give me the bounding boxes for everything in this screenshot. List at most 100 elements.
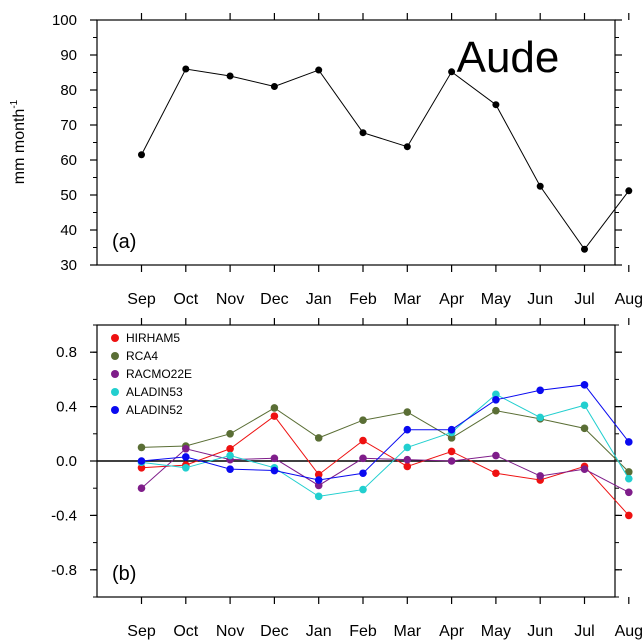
legend-label: ALADIN52: [126, 403, 183, 417]
legend-marker: [111, 352, 119, 360]
panel-b-series-4: [137, 381, 633, 484]
panel-b-data-point: [182, 464, 190, 472]
chart-title: Aude: [457, 33, 560, 82]
panel-b-ytick-label: -0.4: [51, 507, 77, 524]
panel-b-data-point: [492, 406, 500, 415]
panel-a-data-point: [448, 68, 456, 76]
panel-b-data-point: [359, 485, 367, 494]
panel-a-month-label: Apr: [439, 291, 465, 308]
panel-b-data-point: [314, 470, 323, 479]
panel-a-ytick-label: 30: [60, 257, 77, 274]
panel-a-ytick-label: 90: [60, 47, 77, 64]
panel-a-series-0: [138, 65, 633, 253]
panel-b-data-point: [403, 443, 412, 452]
panel-a-data-point: [581, 245, 588, 253]
legend-marker: [111, 388, 119, 396]
panel-b-data-point: [226, 444, 234, 453]
panel-b-series-3: [137, 390, 633, 501]
legend: HIRHAM5 RCA4 RACMO22E ALADIN53 ALADIN52: [111, 331, 192, 417]
panel-b-data-point: [580, 465, 589, 473]
panel-b-data-point: [226, 465, 234, 473]
panel-a-data-point: [138, 151, 145, 159]
panel-b-series-line: [141, 407, 630, 473]
panel-b-data-point: [403, 462, 412, 471]
panel-b-data-point: [625, 511, 633, 520]
panel-b-data-point: [403, 408, 412, 416]
panel-a-series-line: [141, 68, 630, 251]
panel-b-data-point: [536, 472, 544, 480]
panel-b-series-2: [137, 444, 633, 497]
panel-a-ytick-label: 40: [60, 222, 77, 239]
panel-a-month-label: Nov: [216, 291, 244, 308]
panel-b-month-label: Sep: [127, 623, 156, 640]
panel-b-data-point: [625, 488, 633, 497]
panel-a-data-point: [182, 65, 190, 73]
legend-label: ALADIN53: [126, 385, 183, 399]
panel-b-data-point: [270, 404, 279, 412]
panel-a-month-label: Jan: [306, 291, 332, 308]
panel-b-month-label: Mar: [394, 623, 422, 640]
panel-a-month-label: Sep: [127, 291, 156, 308]
panel-b-data-point: [226, 451, 234, 460]
panel-a-data-point: [492, 101, 500, 109]
panel-b-data-point: [226, 430, 234, 438]
panel-b-data-point: [625, 468, 633, 476]
panel-a-ytick-label: 100: [52, 12, 77, 29]
panel-a-month-label: Jul: [574, 291, 594, 308]
panel-a-month-label: Mar: [394, 291, 422, 308]
panel-b-ytick-label: 0.4: [56, 399, 77, 416]
panel-b-month-label: Jul: [574, 623, 594, 640]
panel-b-series-line: [141, 448, 630, 493]
panel-b-series-line: [141, 393, 630, 497]
panel-b-data-point: [314, 476, 323, 484]
panel-a-data-point: [359, 129, 367, 137]
panel-b-data-point: [536, 386, 544, 395]
panel-b-data-point: [492, 451, 500, 460]
panel-b-series-line: [141, 384, 630, 481]
panel-b-data-point: [580, 424, 589, 433]
panel-a-data-point: [403, 143, 411, 151]
panel-b-data-point: [492, 469, 500, 478]
panel-b-data-point: [359, 454, 367, 463]
panel-b-data-point: [447, 457, 456, 465]
panel-b-ytick-label: -0.8: [51, 562, 77, 579]
panel-a-month-label: Oct: [173, 291, 198, 308]
legend-marker: [111, 334, 119, 342]
panel-b-data-point: [580, 381, 589, 389]
panel-b-ytick-label: 0.8: [56, 344, 77, 361]
panel-b-month-label: May: [481, 623, 511, 640]
panel-a-ytick-label: 80: [60, 82, 77, 99]
panel-a-data-point: [315, 66, 323, 74]
y-axis-label-main: mm month: [11, 109, 28, 185]
panel-b-series-line: [141, 415, 630, 516]
y-axis-label: mm month-1: [9, 99, 28, 184]
legend-label: RCA4: [126, 349, 158, 363]
panel-b-label: (b): [112, 563, 136, 585]
legend-marker: [111, 406, 119, 414]
panel-a-data-point: [625, 187, 633, 195]
panel-b-data-point: [137, 464, 146, 472]
panel-b-data-point: [359, 469, 367, 478]
panel-b-data-point: [137, 484, 146, 493]
y-axis-label-superscript: -1: [9, 99, 20, 108]
panel-b-month-label: Oct: [173, 623, 198, 640]
panel-a-ytick-label: 60: [60, 152, 77, 169]
panel-b-ytick-label: 0.0: [56, 453, 77, 470]
panel-a-data-point: [270, 83, 278, 90]
panel-b-month-label: Dec: [260, 623, 288, 640]
panel-b-data-point: [182, 444, 190, 453]
panel-b-data-point: [447, 434, 456, 442]
panel-b-data-point: [137, 457, 146, 465]
panel-a-month-label: Feb: [349, 291, 377, 308]
panel-b-month-label: Jun: [527, 623, 553, 640]
panel-a-ytick-label: 70: [60, 117, 77, 134]
panel-b-series-0: [137, 412, 633, 520]
panel-a-ytick-label: 50: [60, 187, 77, 204]
panel-b-data-point: [403, 425, 412, 434]
panel-b-data-point: [492, 396, 500, 404]
panel-b-month-label: Aug: [615, 623, 643, 640]
panel-b-data-point: [270, 412, 279, 420]
panel-b-month-label: Apr: [439, 623, 465, 640]
panel-b-month-label: Nov: [216, 623, 244, 640]
